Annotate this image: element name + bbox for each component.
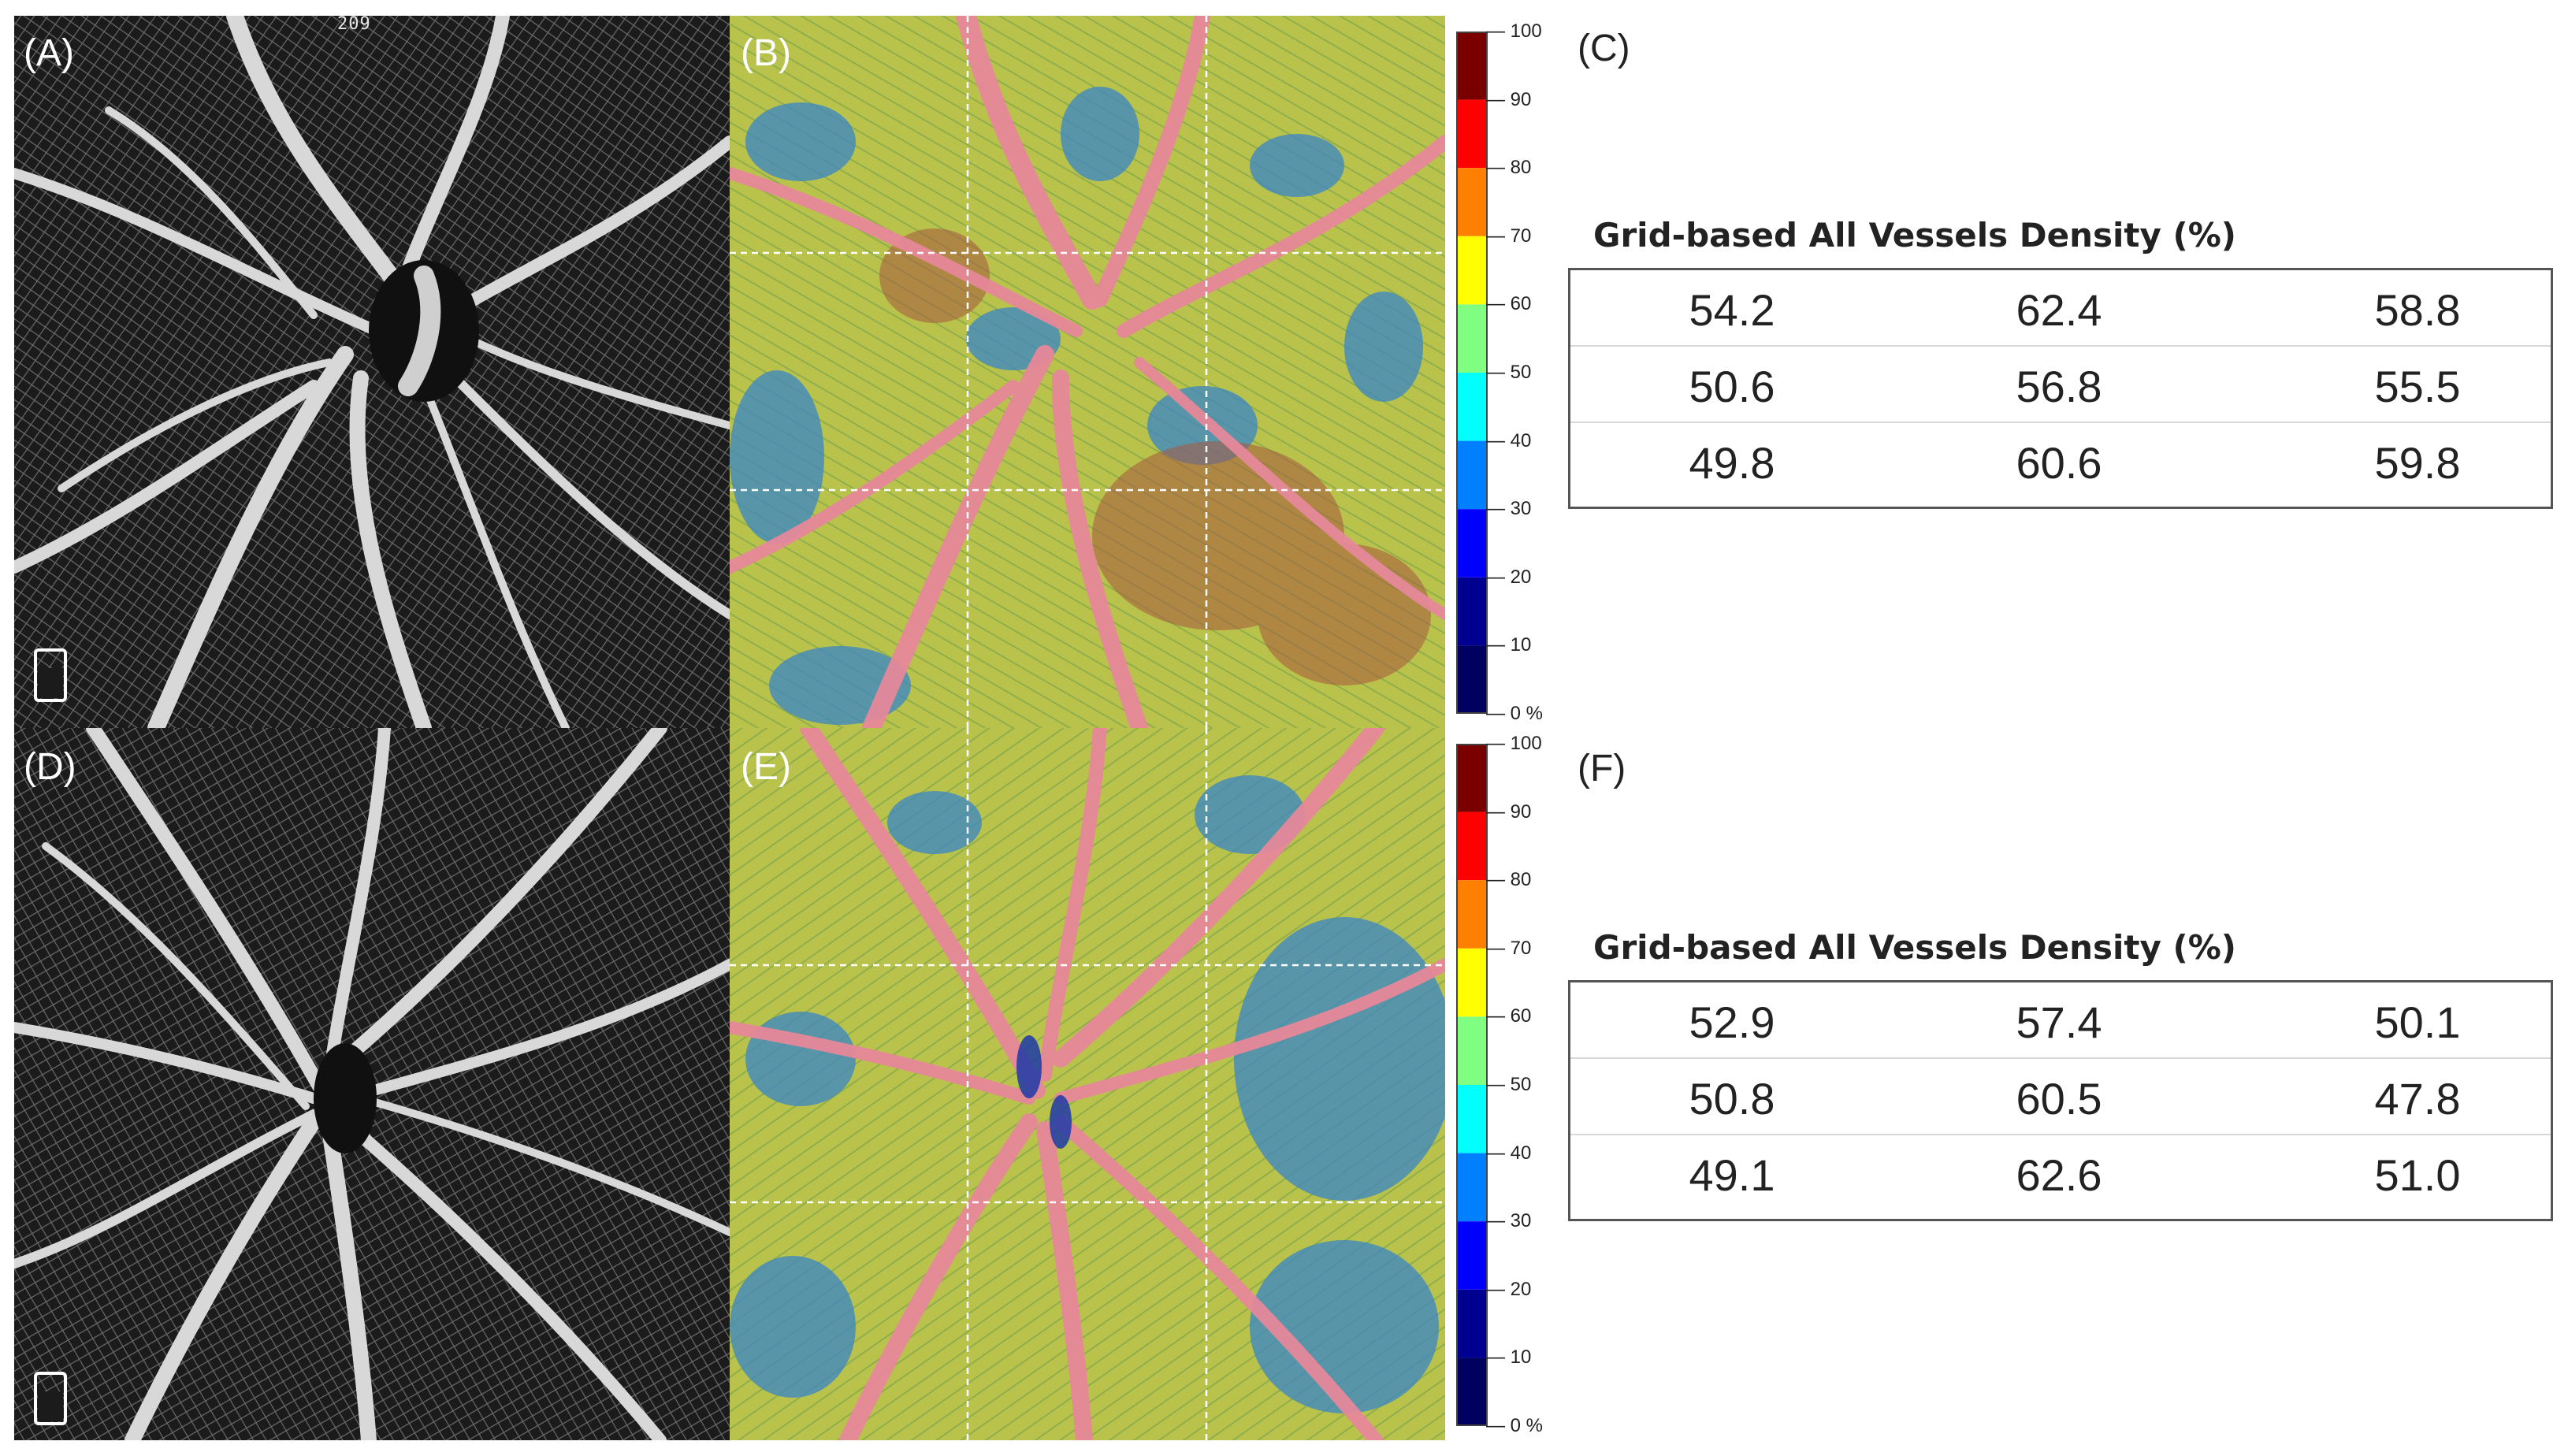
color-scale-tick-label: — 40: [1486, 429, 1532, 451]
bottle-icon: [34, 1372, 67, 1425]
color-scale-tick-label: — 60: [1486, 1005, 1532, 1027]
color-scale-tick-label: — 50: [1486, 362, 1532, 383]
table-row: 49.1 62.6 51.0: [1570, 1135, 2551, 1212]
table-cell: 51.0: [2374, 1150, 2461, 1200]
table-row: 54.2 62.4 58.8: [1570, 270, 2551, 347]
density-table: 54.2 62.4 58.8 50.6 56.8 55.5 49.8 60.6 …: [1568, 268, 2553, 509]
panel-label-d: (D): [24, 746, 76, 788]
frame-number: 209: [337, 14, 371, 34]
heatmap-image-e: [730, 728, 1445, 1440]
color-scale-segment: [1456, 32, 1488, 100]
oct-image-d: [14, 728, 730, 1440]
color-scale-segment: [1456, 812, 1488, 881]
table-cell: 50.8: [1689, 1074, 1775, 1124]
density-color-scale: [1456, 744, 1488, 1426]
panel-label-f: (F): [1578, 748, 1626, 789]
table-cell: 62.6: [2016, 1150, 2102, 1200]
color-scale-tick-label: — 90: [1486, 88, 1532, 110]
panel-label-b: (B): [741, 32, 791, 74]
color-scale-tick-label: — 10: [1486, 634, 1532, 656]
table-cell: 47.8: [2374, 1074, 2461, 1124]
density-table-title: Grid-based All Vessels Density (%): [1593, 216, 2236, 254]
color-scale-segment: [1456, 1358, 1488, 1426]
color-scale-segment: [1456, 948, 1488, 1017]
color-scale-tick-label: — 30: [1486, 1210, 1532, 1232]
color-scale-tick-label: — 70: [1486, 937, 1532, 959]
color-scale-tick-label: — 40: [1486, 1142, 1532, 1164]
table-cell: 57.4: [2016, 997, 2102, 1047]
color-scale-tick-label: — 80: [1486, 869, 1532, 891]
table-cell: 50.6: [1689, 362, 1775, 411]
color-scale-tick-label: — 80: [1486, 157, 1532, 179]
color-scale-segment: [1456, 645, 1488, 714]
color-scale-tick-label: — 0 %: [1486, 703, 1544, 724]
color-scale-tick-label: — 0 %: [1486, 1415, 1544, 1436]
bottle-icon: [34, 648, 67, 702]
table-cell: 50.1: [2374, 997, 2461, 1047]
color-scale-segment: [1456, 168, 1488, 236]
table-cell: 58.8: [2374, 285, 2461, 335]
oct-image-a: [14, 16, 730, 728]
color-scale-tick-label: — 100: [1486, 20, 1542, 42]
color-scale-segment: [1456, 1221, 1488, 1290]
table-cell: 59.8: [2374, 438, 2461, 488]
table-cell: 49.1: [1689, 1150, 1775, 1200]
color-scale-segment: [1456, 577, 1488, 646]
table-cell: 62.4: [2016, 285, 2102, 335]
color-scale-segment: [1456, 304, 1488, 373]
density-color-scale: [1456, 32, 1488, 714]
table-row: 50.8 60.5 47.8: [1570, 1059, 2551, 1135]
density-table: 52.9 57.4 50.1 50.8 60.5 47.8 49.1 62.6 …: [1568, 980, 2553, 1221]
table-cell: 55.5: [2374, 362, 2461, 411]
heatmap-image-b: [730, 16, 1445, 728]
color-scale-tick-label: — 20: [1486, 566, 1532, 588]
color-scale-tick-label: — 60: [1486, 293, 1532, 315]
panel-label-c: (C): [1578, 28, 1630, 69]
color-scale-segment: [1456, 1153, 1488, 1222]
color-scale-segment: [1456, 99, 1488, 169]
table-row: 50.6 56.8 55.5: [1570, 347, 2551, 423]
color-scale-tick-label: — 30: [1486, 498, 1532, 520]
table-row: 49.8 60.6 59.8: [1570, 423, 2551, 500]
table-cell: 60.5: [2016, 1074, 2102, 1124]
color-scale-tick-label: — 20: [1486, 1278, 1532, 1300]
table-cell: 56.8: [2016, 362, 2102, 411]
panel-label-a: (A): [24, 32, 74, 74]
color-scale-tick-label: — 10: [1486, 1346, 1532, 1369]
color-scale-segment: [1456, 440, 1488, 510]
color-scale-segment: [1456, 1289, 1488, 1358]
table-row: 52.9 57.4 50.1: [1570, 982, 2551, 1059]
color-scale-segment: [1456, 236, 1488, 305]
color-scale-segment: [1456, 744, 1488, 812]
table-cell: 49.8: [1689, 438, 1775, 488]
color-scale-tick-label: — 70: [1486, 225, 1532, 247]
color-scale-segment: [1456, 1085, 1488, 1153]
color-scale-segment: [1456, 373, 1488, 441]
color-scale-segment: [1456, 509, 1488, 578]
color-scale-segment: [1456, 1016, 1488, 1085]
color-scale-segment: [1456, 880, 1488, 949]
density-table-title: Grid-based All Vessels Density (%): [1593, 928, 2236, 967]
color-scale-tick-label: — 50: [1486, 1074, 1532, 1095]
table-cell: 52.9: [1689, 997, 1775, 1047]
panel-label-e: (E): [741, 746, 791, 788]
color-scale-tick-label: — 100: [1486, 733, 1542, 754]
table-cell: 54.2: [1689, 285, 1775, 335]
color-scale-tick-label: — 90: [1486, 800, 1532, 823]
table-cell: 60.6: [2016, 438, 2102, 488]
